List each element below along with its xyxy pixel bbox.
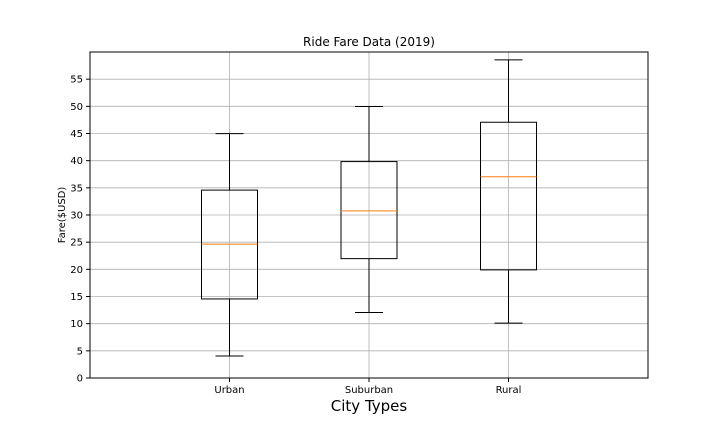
y-tick-label: 20 [70,265,83,276]
y-axis-label: Fare($USD) [57,187,68,244]
box-suburban [340,106,398,314]
x-tick-label: Suburban [345,385,393,396]
grid-lines [90,52,648,379]
x-axis-label: City Types [331,397,408,415]
y-tick-label: 45 [70,129,83,140]
y-tick-label: 30 [70,211,83,222]
x-tick-label: Rural [496,385,522,396]
y-tick-label: 15 [70,292,83,303]
interquartile-box [480,121,537,271]
y-tick-label: 35 [70,183,83,194]
y-tick-label: 5 [77,346,83,357]
box-rural [480,59,537,324]
y-tick-label: 10 [70,319,83,330]
box-series [201,59,537,357]
y-tick-label: 40 [70,156,83,167]
y-tick-label: 25 [70,238,83,249]
y-tick-label: 0 [77,374,83,385]
interquartile-box [340,161,398,260]
y-tick-label: 55 [70,75,83,86]
y-tick-label: 50 [70,102,83,113]
x-tick-label: Urban [214,385,244,396]
chart-title: Ride Fare Data (2019) [303,35,435,49]
box-urban [201,133,258,357]
x-axis-ticks: Urban Suburban Rural [214,378,521,396]
y-axis-ticks: 0 5 10 15 20 25 30 35 40 45 50 55 [70,75,90,385]
